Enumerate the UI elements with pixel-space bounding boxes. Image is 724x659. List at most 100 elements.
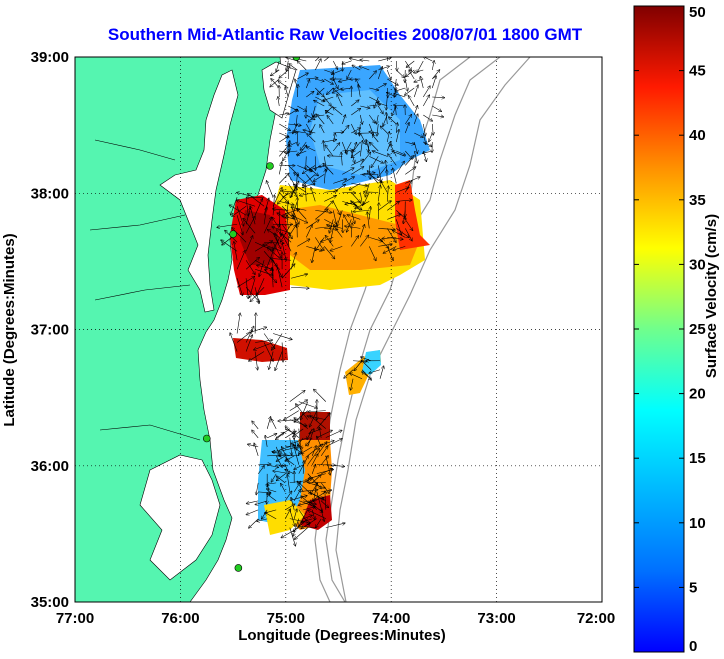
velocity-vector — [293, 184, 307, 193]
velocity-vector — [257, 466, 264, 475]
velocity-vector — [291, 287, 309, 288]
velocity-vector — [404, 181, 411, 193]
velocity-vector — [236, 278, 242, 295]
velocity-vector — [332, 60, 337, 69]
velocity-vector — [271, 69, 280, 76]
velocity-vector — [388, 154, 397, 166]
colorbar-tick-label: 0 — [689, 638, 697, 655]
velocity-vector — [297, 105, 306, 111]
velocity-vector — [306, 91, 313, 98]
velocity-vector — [378, 228, 395, 229]
velocity-vector — [409, 70, 415, 80]
velocity-vector — [245, 208, 250, 225]
y-tick-label: 35:00 — [31, 594, 69, 611]
velocity-vector — [404, 123, 409, 134]
velocity-vector — [314, 59, 321, 71]
velocity-vector — [378, 105, 383, 114]
velocity-vector — [254, 199, 262, 216]
x-tick-label: 77:00 — [56, 610, 94, 627]
velocity-vector — [324, 78, 333, 84]
colorbar-tick-label: 5 — [689, 579, 697, 596]
grid — [75, 57, 602, 602]
velocity-vector — [293, 444, 300, 465]
velocity-vector — [281, 209, 299, 216]
velocity-vector — [378, 237, 388, 248]
velocity-vector — [315, 78, 324, 81]
velocity-vector — [320, 456, 328, 466]
velocity-vector — [232, 206, 247, 216]
velocity-vector — [267, 455, 280, 456]
velocity-vector — [276, 455, 286, 461]
velocity-vector — [314, 482, 318, 502]
velocity-vector — [281, 483, 286, 493]
river-line — [94, 284, 191, 301]
velocity-vector — [290, 181, 299, 198]
velocity-vector — [395, 219, 401, 234]
velocity-vector — [342, 192, 355, 193]
velocity-vector — [256, 482, 259, 495]
velocity-vector — [273, 471, 290, 474]
velocity-vector — [342, 177, 354, 184]
velocity-vector — [405, 219, 412, 230]
velocity-vector — [245, 287, 259, 302]
velocity-vector — [404, 228, 412, 240]
velocity-vector — [263, 217, 272, 234]
velocity-vector — [287, 475, 291, 492]
velocity-vector — [386, 96, 387, 110]
velocity-vector — [236, 331, 252, 343]
velocity-vector — [282, 447, 291, 465]
velocity-vector — [316, 491, 322, 512]
velocity-vector — [266, 417, 270, 429]
velocity-vector — [345, 226, 361, 229]
velocity-vector — [276, 473, 286, 481]
velocity-vector — [297, 61, 307, 71]
velocity-vector — [386, 69, 391, 80]
velocity-vector — [289, 141, 298, 146]
velocity-vector — [360, 105, 369, 108]
velocity-vector — [368, 123, 373, 135]
velocity-vector — [367, 212, 370, 229]
velocity-vector — [263, 269, 276, 282]
velocity-vector — [368, 141, 369, 152]
y-tick-label: 37:00 — [31, 322, 69, 339]
velocity-vector — [273, 333, 292, 340]
velocity-vector — [312, 246, 316, 262]
velocity-vector — [387, 170, 388, 184]
y-tick-label: 38:00 — [31, 185, 69, 202]
velocity-vector — [255, 500, 268, 505]
velocity-vector — [285, 431, 296, 439]
velocity-vector — [289, 437, 292, 456]
velocity-vector — [315, 209, 328, 220]
velocity-vector — [254, 342, 274, 350]
velocity-vector — [368, 246, 376, 260]
velocity-vector — [377, 102, 388, 107]
velocity-vector — [333, 133, 335, 143]
velocity-vector — [289, 64, 298, 71]
velocity-vector — [232, 228, 247, 243]
velocity-vector — [413, 114, 418, 125]
velocity-vector — [350, 142, 356, 157]
velocity-vector — [306, 114, 314, 120]
colorbar-tick-label: 30 — [689, 256, 706, 273]
velocity-vector — [432, 97, 444, 98]
colorbar-tick-label: 50 — [689, 4, 706, 21]
velocity-vector — [396, 123, 397, 134]
velocity-vector — [245, 257, 259, 270]
velocity-region — [395, 180, 430, 250]
velocity-vector — [279, 136, 288, 143]
velocity-vector — [248, 194, 265, 207]
velocity-vector — [234, 242, 238, 261]
velocity-vector — [289, 481, 308, 483]
velocity-vector — [272, 233, 281, 248]
velocity-vector — [377, 165, 381, 181]
velocity-vector — [311, 454, 318, 466]
velocity-vector — [383, 246, 397, 253]
velocity-vector — [351, 192, 360, 202]
x-tick-label: 76:00 — [161, 610, 199, 627]
velocity-vector — [420, 76, 424, 89]
velocity-vector — [327, 116, 334, 125]
velocity-vector — [279, 145, 289, 157]
velocity-vector — [413, 150, 417, 163]
x-axis: 77:00 76:00 75:00 74:00 73:00 72:00 — [56, 610, 615, 627]
velocity-vector — [284, 491, 292, 502]
